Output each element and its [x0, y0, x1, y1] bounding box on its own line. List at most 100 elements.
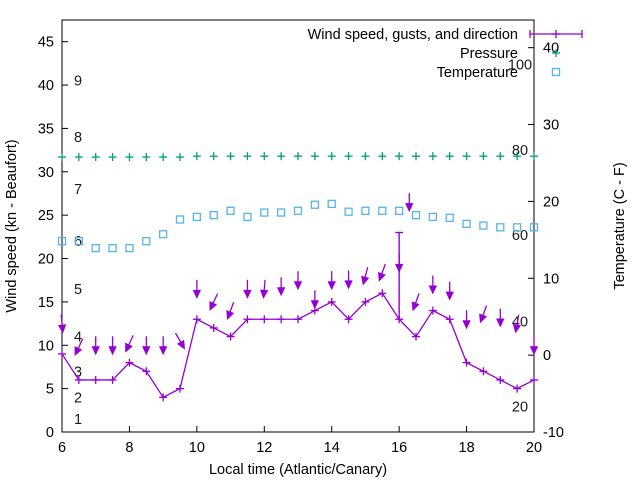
- data-point-marker: [260, 208, 269, 217]
- wind-direction-arrow: [377, 263, 386, 282]
- beaufort-label: 2: [74, 390, 82, 406]
- beaufort-label: 7: [74, 182, 82, 198]
- wind-direction-arrow: [174, 332, 185, 350]
- wind-direction-arrow: [445, 281, 454, 301]
- data-point-marker: [226, 206, 235, 215]
- x-tick-label: 16: [391, 440, 407, 456]
- wind-direction-arrow: [327, 271, 336, 291]
- data-point-marker: [209, 211, 218, 220]
- data-point-marker: [276, 208, 286, 217]
- wind-direction-arrow: [142, 336, 151, 356]
- wind-direction-arrow: [496, 308, 505, 328]
- data-point-marker: [91, 243, 100, 253]
- y2-tick-label: 40: [543, 41, 559, 57]
- beaufort-scale-labels: 1 2 3 4 5 6 7 8 9: [74, 74, 82, 428]
- chart-legend: Wind speed, gusts, and direction Pressure…: [308, 27, 583, 81]
- data-point-marker: [479, 221, 488, 230]
- data-point-marker: [378, 206, 387, 215]
- data-point-marker: [293, 206, 303, 215]
- y-tick-label: 45: [38, 35, 54, 51]
- plot-frame: [61, 19, 535, 433]
- y-tick-label: 25: [38, 208, 54, 224]
- beaufort-label: 9: [74, 74, 82, 90]
- y-tick-label: 30: [38, 165, 54, 181]
- beaufort-label: 8: [74, 130, 82, 146]
- wind-direction-arrow: [361, 267, 370, 286]
- y2-tick-label: 10: [543, 271, 559, 287]
- wind-direction-arrow: [394, 253, 404, 273]
- data-point-marker: [512, 223, 522, 232]
- wind-direction-arrow: [260, 279, 269, 299]
- wind-direction-arrow: [226, 301, 235, 320]
- data-point-marker: [158, 230, 168, 239]
- data-point-marker: [344, 207, 353, 216]
- legend-sample: [551, 67, 561, 77]
- wind-direction-arrow: [91, 336, 100, 356]
- y2-tick-label: 30: [543, 118, 559, 134]
- wind-speed-series: [58, 289, 538, 402]
- x-tick-label: 18: [459, 440, 475, 456]
- gust-bars: [395, 231, 404, 320]
- beaufort-label: 6: [74, 234, 82, 250]
- fahrenheit-label: 20: [512, 400, 528, 416]
- y-tick-label: 0: [46, 425, 54, 441]
- x-axis-label: Local time (Atlantic/Canary): [209, 462, 387, 478]
- y-tick-label: 5: [46, 382, 54, 398]
- wind-direction-arrow: [512, 314, 522, 334]
- x-axis-tick-labels: 6 8 10 12 14 16 18 20: [58, 440, 542, 456]
- wind-direction-arrow: [411, 293, 420, 312]
- wind-direction-arrow: [276, 277, 286, 297]
- data-point-marker: [529, 223, 539, 232]
- data-point-marker: [496, 223, 505, 232]
- wind-direction-arrow: [405, 193, 414, 213]
- y2-tick-label: -10: [543, 425, 564, 441]
- data-point-marker: [125, 243, 134, 253]
- data-point-marker: [192, 212, 202, 222]
- data-point-marker: [57, 237, 67, 246]
- temperature-series: [57, 199, 539, 253]
- data-point-marker: [428, 212, 438, 222]
- y-tick-label: 35: [38, 121, 54, 137]
- beaufort-label: 4: [74, 330, 82, 346]
- wind-direction-arrow: [310, 290, 320, 310]
- data-point-marker: [142, 237, 151, 246]
- y-tick-label: 10: [38, 338, 54, 354]
- pressure-series: [58, 152, 538, 162]
- wind-direction-arrow: [428, 275, 438, 295]
- data-point-marker: [445, 213, 454, 222]
- wind-direction-arrow: [74, 338, 84, 357]
- data-point-marker: [327, 199, 336, 209]
- y-tick-label: 40: [38, 78, 54, 94]
- fahrenheit-label: 80: [512, 143, 528, 159]
- legend-label: Pressure: [460, 46, 518, 62]
- data-point-marker: [411, 211, 421, 220]
- y2-tick-label: 0: [543, 348, 551, 364]
- wind-direction-arrows: [57, 193, 539, 357]
- x-tick-label: 14: [324, 440, 340, 456]
- y-tick-label: 20: [38, 252, 54, 268]
- y-axis-tick-labels: 0 5 10 15 20 25 30 35 40 45: [38, 35, 54, 441]
- beaufort-label: 5: [74, 282, 82, 298]
- data-point-marker: [310, 200, 320, 209]
- x-tick-label: 20: [526, 440, 542, 456]
- wind-direction-arrow: [57, 314, 67, 334]
- wind-direction-arrow: [479, 305, 488, 324]
- data-point-marker: [394, 206, 404, 215]
- wind-direction-arrow: [209, 293, 219, 311]
- data-point-marker: [175, 215, 185, 224]
- y2-axis-tick-labels: -10 0 10 20 30 40: [543, 41, 564, 441]
- beaufort-label: 3: [74, 364, 82, 380]
- x-tick-label: 12: [256, 440, 272, 456]
- data-point-marker: [462, 219, 471, 228]
- y-tick-label: 15: [38, 295, 54, 311]
- wind-direction-arrow: [344, 270, 353, 290]
- wind-direction-arrow: [462, 310, 471, 330]
- wind-direction-arrow: [158, 336, 168, 356]
- data-point-marker: [74, 237, 84, 246]
- x-tick-label: 10: [189, 440, 205, 456]
- legend-label: Temperature: [437, 65, 518, 81]
